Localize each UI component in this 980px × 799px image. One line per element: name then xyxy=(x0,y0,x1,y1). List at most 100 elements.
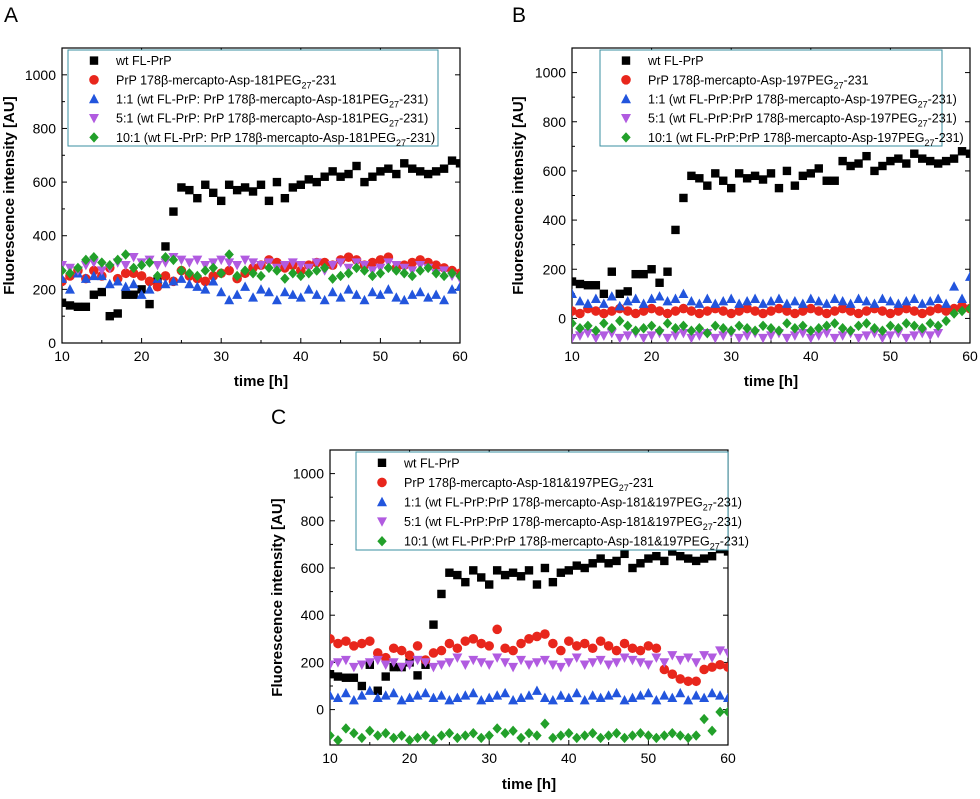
data-point xyxy=(829,333,840,343)
data-point xyxy=(877,333,888,343)
data-point xyxy=(477,573,486,582)
data-point xyxy=(367,270,378,282)
data-point xyxy=(686,325,697,336)
data-point xyxy=(288,183,298,192)
data-point xyxy=(367,257,378,268)
data-point xyxy=(272,177,282,187)
data-point xyxy=(192,270,203,282)
data-point xyxy=(627,655,638,666)
data-point xyxy=(452,653,463,663)
data-point xyxy=(949,154,959,163)
data-point xyxy=(691,658,702,668)
y-tick-label: 800 xyxy=(301,513,325,529)
legend-entry: 1:1 (wt FL-PrP:PrP 178β-mercapto-Asp-197… xyxy=(648,93,957,110)
data-point xyxy=(288,268,298,279)
series-2 xyxy=(572,271,970,311)
data-point xyxy=(388,643,399,654)
data-point xyxy=(742,331,753,341)
data-point xyxy=(639,269,648,279)
data-point xyxy=(909,320,919,331)
data-point xyxy=(367,286,378,297)
data-point xyxy=(965,149,970,158)
data-point xyxy=(415,286,426,297)
x-tick-label: 30 xyxy=(481,750,497,766)
data-point xyxy=(396,662,407,673)
data-point xyxy=(372,655,383,666)
data-point xyxy=(654,291,665,301)
data-point xyxy=(829,293,840,303)
x-tick-label: 40 xyxy=(561,750,577,766)
data-point xyxy=(667,651,678,661)
data-point xyxy=(144,276,155,287)
data-point xyxy=(357,732,367,744)
data-point xyxy=(662,308,673,319)
data-point xyxy=(703,181,712,190)
data-point xyxy=(348,694,359,705)
data-point xyxy=(699,651,710,661)
data-point xyxy=(869,298,880,308)
data-point xyxy=(627,692,638,702)
data-point xyxy=(88,270,99,281)
data-point xyxy=(580,730,590,741)
data-point xyxy=(813,331,824,341)
data-point xyxy=(893,298,904,308)
data-point xyxy=(806,303,816,314)
data-point xyxy=(564,636,574,646)
legend-entry: 5:1 (wt FL-PrP:PrP 178β-mercapto-Asp-197… xyxy=(648,112,957,129)
data-point xyxy=(168,254,179,266)
data-point xyxy=(894,154,903,163)
data-point xyxy=(925,331,936,341)
data-point xyxy=(407,289,418,299)
data-point xyxy=(279,261,290,271)
data-point xyxy=(691,730,701,741)
data-point xyxy=(595,692,606,702)
data-point xyxy=(540,563,550,573)
data-point xyxy=(296,180,305,189)
data-point xyxy=(611,728,622,739)
data-point xyxy=(492,653,503,663)
data-point xyxy=(423,262,433,274)
data-point xyxy=(444,638,455,649)
data-point xyxy=(893,323,904,334)
data-point xyxy=(702,327,713,339)
series-0 xyxy=(330,544,728,695)
data-point xyxy=(675,730,685,741)
data-point xyxy=(572,277,577,286)
data-point xyxy=(420,687,431,698)
data-point xyxy=(256,261,266,271)
data-point xyxy=(707,725,717,737)
data-point xyxy=(312,265,322,276)
data-point xyxy=(240,265,250,276)
data-point xyxy=(845,298,856,308)
data-point xyxy=(468,728,478,739)
data-point xyxy=(97,287,106,297)
legend-marker xyxy=(621,114,631,124)
data-point xyxy=(715,659,725,670)
data-point xyxy=(590,333,601,343)
x-tick-label: 40 xyxy=(293,348,309,364)
data-point xyxy=(500,687,511,698)
data-point xyxy=(686,296,697,306)
data-point xyxy=(683,732,693,744)
legend-entry: 10:1 (wt FL-PrP:PrP 178β-mercapto-Asp-19… xyxy=(648,131,964,148)
data-point xyxy=(965,303,970,314)
data-point xyxy=(476,658,487,668)
data-point xyxy=(388,732,399,744)
data-point xyxy=(861,296,872,306)
data-point xyxy=(232,289,243,299)
data-point xyxy=(484,641,495,651)
y-tick-label: 1000 xyxy=(293,466,324,482)
data-point xyxy=(548,732,558,744)
data-points xyxy=(572,147,970,343)
data-point xyxy=(926,156,935,166)
data-point xyxy=(453,570,462,580)
data-point xyxy=(280,273,290,284)
data-point xyxy=(715,690,726,700)
data-point xyxy=(532,580,542,589)
x-tick-label: 10 xyxy=(54,348,70,364)
data-point xyxy=(917,308,928,319)
data-point xyxy=(686,333,697,343)
data-point xyxy=(412,641,423,651)
data-point xyxy=(707,662,717,672)
